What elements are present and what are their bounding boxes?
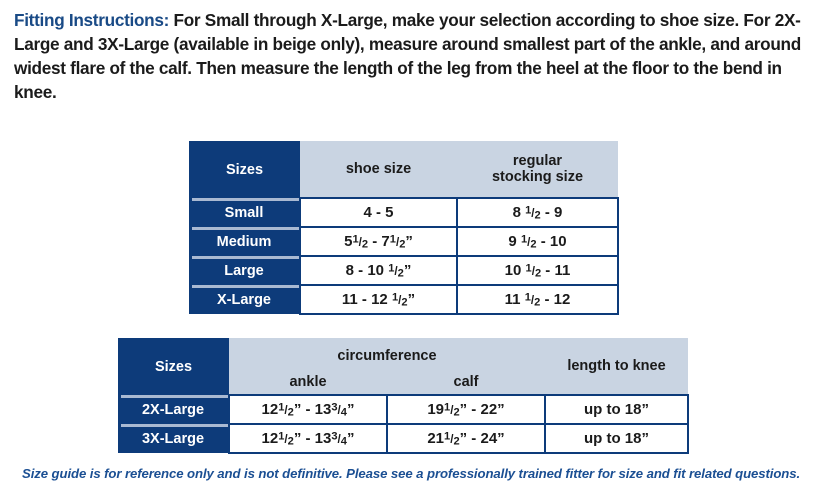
- table-row: Large 8 - 10 1/2” 10 1/2 - 11: [189, 255, 619, 286]
- cell-calf: 211/2” - 24”: [386, 423, 546, 454]
- cell-stocking-size: 11 1/2 - 12: [456, 284, 619, 315]
- table-row: 3X-Large 121/2” - 133/4” 211/2” - 24” up…: [118, 423, 689, 454]
- table-row: Small 4 - 5 8 1/2 - 9: [189, 197, 619, 228]
- row-size-label: 2X-Large: [118, 395, 229, 424]
- header-sizes: Sizes: [118, 338, 229, 395]
- table-row: 2X-Large 121/2” - 133/4” 191/2” - 22” up…: [118, 394, 689, 425]
- table-header-row: Sizes shoe size regular stocking size: [189, 141, 618, 198]
- fitting-instructions-label: Fitting Instructions:: [14, 10, 170, 30]
- table-row: Medium 51/2 - 71/2” 9 1/2 - 10: [189, 226, 619, 257]
- row-size-label: Large: [189, 256, 300, 285]
- cell-length-to-knee: up to 18”: [544, 423, 689, 454]
- header-ankle: ankle: [229, 364, 387, 395]
- row-size-label: Small: [189, 198, 300, 227]
- table-header-group-row: Sizes circumference length to knee: [118, 338, 688, 395]
- cell-shoe-size: 51/2 - 71/2”: [299, 226, 458, 257]
- cell-length-to-knee: up to 18”: [544, 394, 689, 425]
- cell-shoe-size: 11 - 12 1/2”: [299, 284, 458, 315]
- disclaimer-note: Size guide is for reference only and is …: [22, 466, 801, 481]
- fitting-instructions-paragraph: Fitting Instructions: For Small through …: [14, 8, 814, 104]
- header-stocking-line1: regular: [512, 153, 563, 169]
- header-shoe-size: shoe size: [300, 141, 457, 198]
- header-stocking-line2: stocking size: [491, 169, 584, 185]
- header-circumference: circumference: [229, 338, 545, 364]
- row-size-label: Medium: [189, 227, 300, 256]
- plus-size-table: Sizes circumference length to knee ankle…: [118, 338, 689, 454]
- header-calf: calf: [387, 364, 545, 395]
- shoe-size-table: Sizes shoe size regular stocking size Sm…: [189, 141, 619, 315]
- table-row: X-Large 11 - 12 1/2” 11 1/2 - 12: [189, 284, 619, 315]
- header-length-to-knee: length to knee: [545, 338, 688, 395]
- cell-stocking-size: 10 1/2 - 11: [456, 255, 619, 286]
- header-sizes: Sizes: [189, 141, 300, 198]
- cell-ankle: 121/2” - 133/4”: [228, 394, 388, 425]
- cell-ankle: 121/2” - 133/4”: [228, 423, 388, 454]
- cell-calf: 191/2” - 22”: [386, 394, 546, 425]
- cell-stocking-size: 8 1/2 - 9: [456, 197, 619, 228]
- table-header-sub-row: ankle calf: [118, 364, 688, 395]
- cell-shoe-size: 8 - 10 1/2”: [299, 255, 458, 286]
- row-size-label: 3X-Large: [118, 424, 229, 453]
- cell-shoe-size: 4 - 5: [299, 197, 458, 228]
- row-size-label: X-Large: [189, 285, 300, 314]
- fitting-instructions-body: For Small through X-Large, make your sel…: [14, 10, 801, 102]
- cell-stocking-size: 9 1/2 - 10: [456, 226, 619, 257]
- header-regular-stocking-size: regular stocking size: [457, 141, 618, 198]
